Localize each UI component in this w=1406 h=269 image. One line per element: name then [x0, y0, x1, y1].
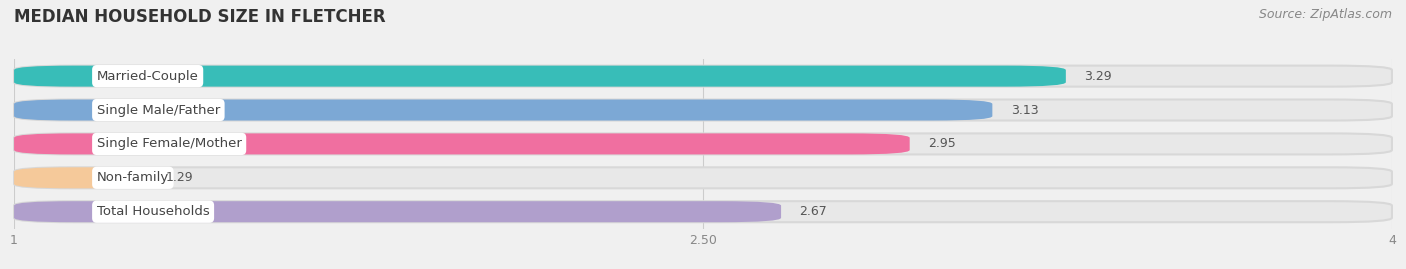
Text: Total Households: Total Households: [97, 205, 209, 218]
FancyBboxPatch shape: [14, 167, 148, 188]
FancyBboxPatch shape: [14, 201, 782, 222]
Text: Source: ZipAtlas.com: Source: ZipAtlas.com: [1258, 8, 1392, 21]
Text: Single Male/Father: Single Male/Father: [97, 104, 219, 116]
FancyBboxPatch shape: [14, 167, 1392, 188]
Text: 3.29: 3.29: [1084, 70, 1112, 83]
FancyBboxPatch shape: [14, 100, 993, 121]
Text: MEDIAN HOUSEHOLD SIZE IN FLETCHER: MEDIAN HOUSEHOLD SIZE IN FLETCHER: [14, 8, 385, 26]
Text: 3.13: 3.13: [1011, 104, 1039, 116]
Text: 1.29: 1.29: [166, 171, 193, 184]
Text: Married-Couple: Married-Couple: [97, 70, 198, 83]
Text: 2.67: 2.67: [800, 205, 827, 218]
FancyBboxPatch shape: [14, 66, 1392, 87]
Text: 2.95: 2.95: [928, 137, 956, 150]
FancyBboxPatch shape: [14, 133, 910, 154]
FancyBboxPatch shape: [14, 201, 1392, 222]
Text: Single Female/Mother: Single Female/Mother: [97, 137, 242, 150]
FancyBboxPatch shape: [14, 66, 1066, 87]
FancyBboxPatch shape: [14, 133, 1392, 154]
Text: Non-family: Non-family: [97, 171, 169, 184]
FancyBboxPatch shape: [14, 100, 1392, 121]
